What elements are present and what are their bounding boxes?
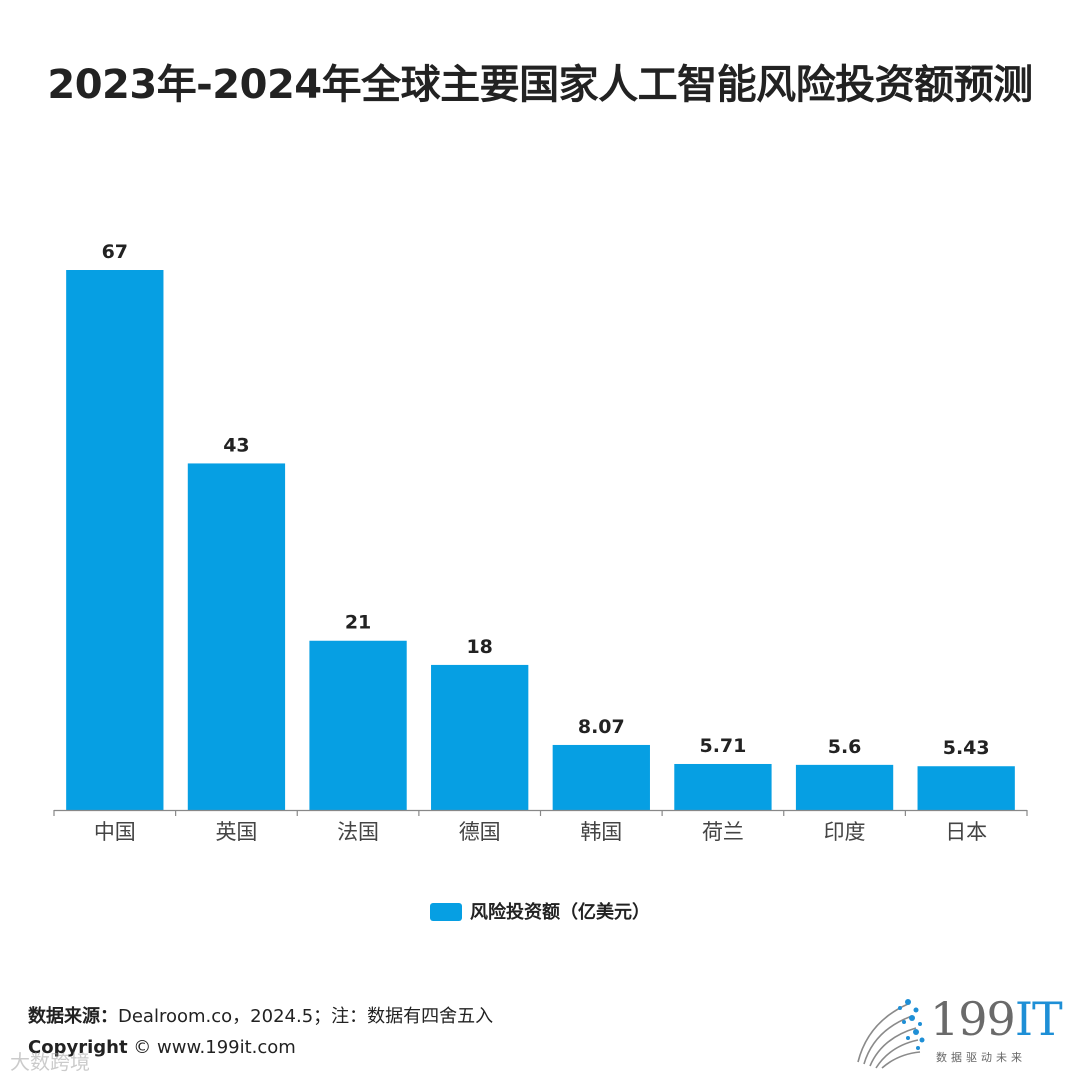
data-label-6: 5.6 — [828, 736, 862, 758]
x-tick-label-1: 英国 — [215, 820, 257, 844]
x-axis: 中国 英国 法国 德国 韩国 荷兰 印度 日本 — [53, 809, 1028, 844]
copyright: Copyright © www.199it.com — [28, 1037, 296, 1058]
x-tick-label-6: 印度 — [824, 820, 866, 844]
logo-text: 199IT — [930, 992, 1063, 1046]
x-tick-label-7: 日本 — [945, 820, 987, 844]
x-tick-label-5: 荷兰 — [702, 820, 744, 844]
bar-0 — [66, 270, 164, 810]
x-tick-label-3: 德国 — [459, 820, 501, 844]
data-label-4: 8.07 — [578, 716, 625, 738]
data-label-5: 5.71 — [699, 735, 746, 757]
copyright-text: © www.199it.com — [133, 1037, 296, 1058]
brand-logo[interactable]: 199IT 数据驱动未来 — [848, 992, 1063, 1070]
bar-chart: 67 43 21 18 8.07 5.71 5.6 5.43 中国 英国 法国 德国 韩国 荷兰 印度 日本 — [53, 241, 1028, 844]
legend: 风险投资额（亿美元） — [0, 898, 1080, 924]
bars-layer: 67 43 21 18 8.07 5.71 5.6 5.43 — [66, 241, 1015, 810]
bar-3 — [431, 664, 529, 810]
legend-swatch — [430, 903, 462, 921]
bar-4 — [552, 744, 650, 810]
data-label-7: 5.43 — [943, 737, 990, 759]
source-label: 数据来源： — [28, 1006, 118, 1027]
logo-dots-icon — [857, 999, 925, 1069]
bar-1 — [187, 463, 286, 810]
bar-5 — [674, 763, 772, 810]
x-tick-label-4: 韩国 — [580, 820, 622, 844]
data-source: 数据来源：Dealroom.co，2024.5；注：数据有四舍五入 — [28, 1002, 493, 1028]
x-tick-label-0: 中国 — [94, 820, 136, 844]
source-text: Dealroom.co，2024.5；注：数据有四舍五入 — [118, 1006, 494, 1027]
data-label-0: 67 — [102, 241, 128, 263]
watermark: 大数跨境 — [10, 1050, 90, 1074]
legend-label: 风险投资额（亿美元） — [470, 902, 650, 923]
data-label-1: 43 — [223, 434, 249, 456]
x-tick-label-2: 法国 — [337, 820, 379, 844]
bar-7 — [917, 766, 1015, 810]
bar-6 — [795, 764, 894, 810]
data-label-3: 18 — [466, 636, 492, 658]
bar-2 — [309, 640, 407, 810]
chart-title: 2023年-2024年全球主要国家人工智能风险投资额预测 — [47, 62, 1033, 108]
data-label-2: 21 — [345, 612, 371, 634]
copyright-label: Copyright — [28, 1037, 128, 1058]
logo-tagline: 数据驱动未来 — [936, 1051, 1026, 1064]
